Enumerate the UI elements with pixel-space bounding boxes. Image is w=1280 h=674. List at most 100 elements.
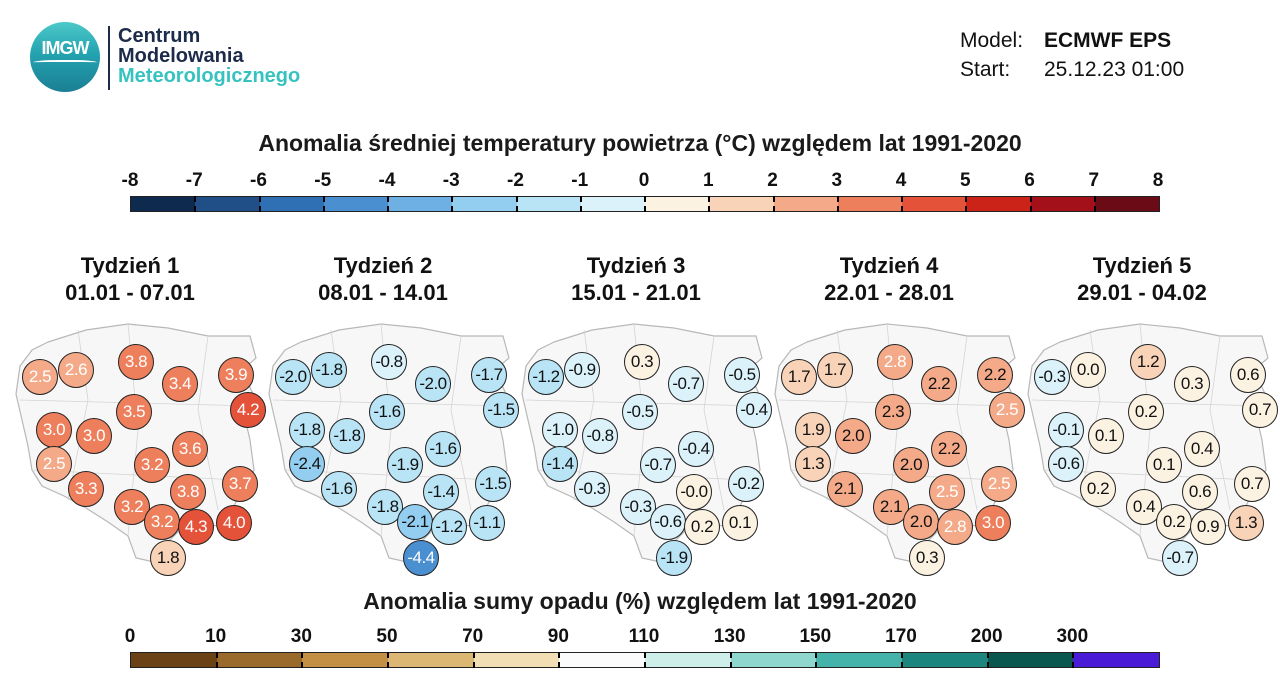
temperature-colorbar-segment: [837, 197, 902, 211]
temperature-colorbar-tickmark: [258, 196, 262, 212]
week-header: Tydzień 3 15.01 - 21.01: [516, 252, 756, 306]
anomaly-value-bubble: -1.9: [656, 540, 692, 576]
anomaly-value-bubble: 0.1: [1146, 447, 1182, 483]
anomaly-value-bubble: -0.7: [668, 366, 704, 402]
anomaly-value-bubble: -1.9: [387, 447, 423, 483]
anomaly-value-bubble: 3.2: [144, 504, 180, 540]
anomaly-value-bubble: -1.4: [423, 474, 459, 510]
precip-scale-tick-label: 300: [1056, 626, 1089, 647]
temperature-scale-tick-label: -2: [507, 170, 524, 191]
anomaly-value-bubble: -0.3: [620, 489, 656, 525]
temperature-colorbar-tickmark: [194, 196, 197, 212]
week-header: Tydzień 1 01.01 - 07.01: [10, 252, 250, 306]
anomaly-value-bubble: 0.2: [684, 509, 720, 545]
anomaly-value-bubble: 2.5: [929, 474, 965, 510]
temperature-colorbar-segment: [902, 197, 967, 211]
anomaly-value-bubble: 3.7: [222, 466, 258, 502]
anomaly-value-bubble: 2.2: [931, 431, 967, 467]
anomaly-value-bubble: -1.8: [311, 352, 347, 388]
precip-colorbar-segment: [730, 653, 817, 667]
week-map: -0.3 0.0 1.2 0.3 0.6 0.7 0.2 -0.1 0.1 -0.6 0.1 0.4 0…: [1020, 310, 1280, 576]
anomaly-value-bubble: 2.0: [903, 504, 939, 540]
anomaly-value-bubble: 0.4: [1184, 431, 1220, 467]
precip-colorbar-segment: [1073, 653, 1160, 667]
precip-anomaly-title: Anomalia sumy opadu (%) względem lat 199…: [363, 588, 917, 614]
anomaly-value-bubble: -2.1: [397, 504, 433, 540]
temperature-colorbar-tickmark: [1093, 196, 1097, 212]
temperature-colorbar-segment: [388, 197, 453, 211]
week-header: Tydzień 4 22.01 - 28.01: [769, 252, 1009, 306]
temperature-scale-tick-label: -4: [378, 170, 396, 191]
precip-colorbar-segment: [216, 653, 303, 667]
temperature-colorbar-segment: [580, 197, 645, 211]
temperature-colorbar-segment: [966, 197, 1031, 211]
temperature-colorbar-segment: [323, 197, 388, 211]
start-label: Start:: [960, 58, 1011, 81]
anomaly-value-bubble: 0.6: [1182, 474, 1218, 510]
precip-scale-tick-label: 30: [290, 626, 312, 647]
anomaly-value-bubble: -0.3: [1034, 359, 1070, 395]
precip-colorbar-segment: [559, 653, 646, 667]
anomaly-value-bubble: 3.9: [218, 357, 254, 393]
temperature-scale-tick-label: 8: [1152, 170, 1164, 191]
anomaly-value-bubble: 0.6: [1230, 357, 1266, 393]
precip-colorbar-tickmark: [215, 652, 219, 668]
anomaly-value-bubble: 1.8: [150, 540, 186, 576]
anomaly-value-bubble: -1.8: [367, 489, 403, 525]
precip-colorbar-tickmark: [815, 652, 818, 668]
anomaly-value-bubble: -0.6: [1048, 446, 1084, 482]
anomaly-value-bubble: 2.5: [36, 446, 72, 482]
precip-colorbar-tickmark: [986, 652, 990, 668]
anomaly-value-bubble: -1.1: [469, 505, 505, 541]
anomaly-value-bubble: 2.5: [22, 359, 58, 395]
temperature-scale-tick-label: -8: [121, 170, 139, 191]
precip-colorbar-segment: [816, 653, 903, 667]
logo-line-3: Meteorologicznego: [118, 65, 301, 87]
anomaly-value-bubble: 2.2: [921, 366, 957, 402]
precip-scale-tick-label: 50: [376, 626, 398, 647]
anomaly-value-bubble: -1.5: [475, 466, 511, 502]
anomaly-value-bubble: -1.2: [431, 509, 467, 545]
anomaly-value-bubble: 0.0: [1070, 352, 1106, 388]
temperature-colorbar-tickmark: [965, 196, 968, 212]
precip-colorbar-tickmark: [1072, 652, 1075, 668]
anomaly-value-bubble: 0.2: [1156, 504, 1192, 540]
temperature-scale-tick-label: 0: [638, 170, 650, 191]
model-row: Model: ECMWF EPS: [960, 26, 1260, 55]
anomaly-value-bubble: -1.5: [483, 392, 519, 428]
temperature-scale-tick-label: -7: [185, 170, 203, 191]
temperature-anomaly-title: Anomalia średniej temperatury powietrza …: [258, 130, 1022, 156]
anomaly-value-bubble: 1.3: [795, 446, 831, 482]
anomaly-value-bubble: 2.2: [977, 357, 1013, 393]
anomaly-value-bubble: -0.4: [736, 392, 772, 428]
anomaly-value-bubble: 3.2: [114, 489, 150, 525]
anomaly-value-bubble: 2.6: [58, 352, 94, 388]
anomaly-value-bubble: -0.8: [582, 418, 618, 454]
anomaly-value-bubble: 3.4: [162, 366, 198, 402]
precip-scale-tick-label: 150: [799, 626, 832, 647]
temperature-colorbar-segment: [1094, 197, 1159, 211]
temperature-colorbar-tickmark: [901, 196, 904, 212]
anomaly-value-bubble: -1.6: [425, 431, 461, 467]
precip-colorbar-tickmark: [472, 652, 476, 668]
anomaly-value-bubble: 0.1: [1088, 418, 1124, 454]
anomaly-value-bubble: 2.0: [835, 418, 871, 454]
temperature-scale-tick-label: 1: [702, 170, 714, 191]
anomaly-value-bubble: 0.1: [722, 505, 758, 541]
logo-emblem: IMGW: [30, 22, 100, 92]
temperature-scale-tick-label: -3: [442, 170, 460, 191]
anomaly-value-bubble: 0.7: [1242, 392, 1278, 428]
week-map: -1.2 -0.9 0.3 -0.7 -0.5 -0.4 -0.5 -1.0 -0.8 -1.4-…: [514, 310, 776, 576]
temperature-colorbar-segment: [1030, 197, 1095, 211]
precip-scale-tick-label: 10: [205, 626, 227, 647]
precip-colorbar-tickmark: [644, 652, 647, 668]
week-map: 2.5 2.6 3.8 3.4 3.9 4.2 3.5 3.0 3.0 2.5 3.2 3.6 3.3 3…: [8, 310, 270, 576]
model-label: Model:: [960, 29, 1024, 52]
anomaly-value-bubble: -2.0: [415, 366, 451, 402]
anomaly-value-bubble: 3.2: [134, 447, 170, 483]
start-row: Start: 25.12.23 01:00: [960, 55, 1260, 84]
anomaly-value-bubble: 1.7: [817, 352, 853, 388]
anomaly-value-bubble: -0.8: [371, 344, 407, 380]
week-dates: 01.01 - 07.01: [65, 280, 195, 305]
temperature-colorbar-segment: [131, 197, 196, 211]
